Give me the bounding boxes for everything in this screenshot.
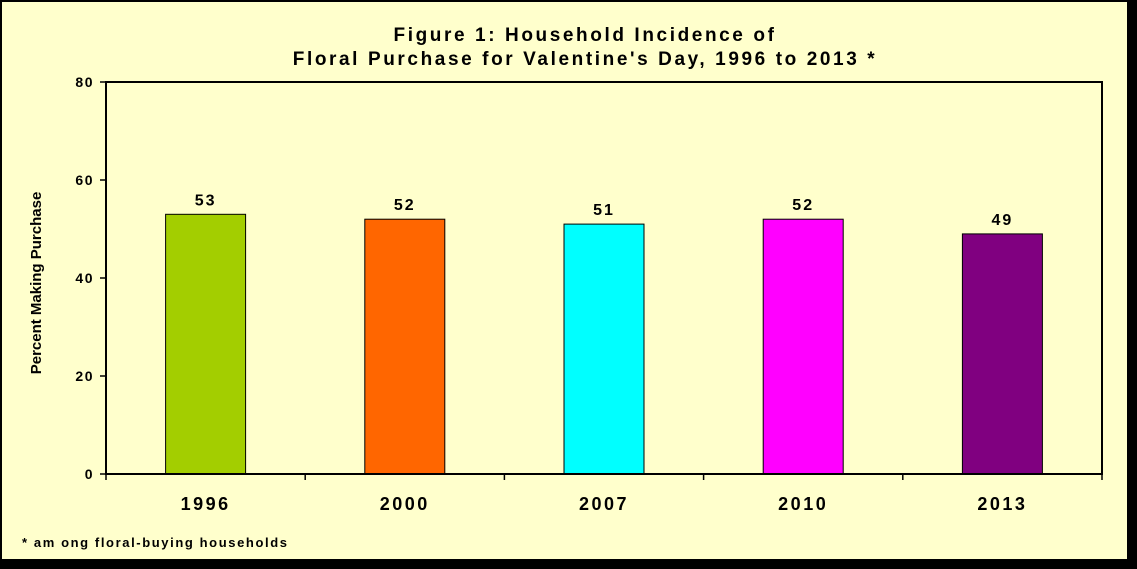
- x-category-label-2007: 2007: [579, 494, 629, 514]
- y-tick-label: 0: [85, 466, 94, 482]
- bars-layer: 53 52 51 52 49: [165, 192, 1043, 475]
- bar-2007: [563, 223, 645, 475]
- x-category-label-2000: 2000: [380, 494, 430, 514]
- data-label-2013: 49: [992, 212, 1014, 229]
- bar-2013: [961, 233, 1043, 475]
- bar-2000: [364, 218, 446, 475]
- data-label-2007: 51: [593, 202, 615, 219]
- y-axis-label: Percent Making Purchase: [28, 192, 45, 375]
- x-category-label-1996: 1996: [181, 494, 231, 514]
- ticks-layer: 0 20 40 60 80 1996 2000 2007 2010 2013: [75, 74, 1103, 514]
- bar-chart: Figure 1: Household Incidence of Floral …: [22, 25, 1103, 550]
- y-tick-label: 20: [75, 368, 94, 384]
- y-tick-label: 60: [75, 172, 94, 188]
- chart-title-line-2: Floral Purchase for Valentine's Day, 199…: [293, 49, 878, 70]
- data-label-2000: 52: [394, 197, 416, 214]
- y-tick-label: 80: [75, 74, 94, 90]
- footnote: * am ong floral-buying households: [22, 535, 289, 550]
- x-category-label-2010: 2010: [778, 494, 828, 514]
- chart-title-line-1: Figure 1: Household Incidence of: [393, 25, 776, 46]
- data-label-1996: 53: [195, 192, 217, 209]
- bar-1996: [165, 213, 247, 475]
- bar-2010: [762, 218, 844, 475]
- data-label-2010: 52: [792, 197, 814, 214]
- x-category-label-2013: 2013: [977, 494, 1027, 514]
- chart-frame: Figure 1: Household Incidence of Floral …: [0, 0, 1129, 561]
- y-tick-label: 40: [75, 270, 94, 286]
